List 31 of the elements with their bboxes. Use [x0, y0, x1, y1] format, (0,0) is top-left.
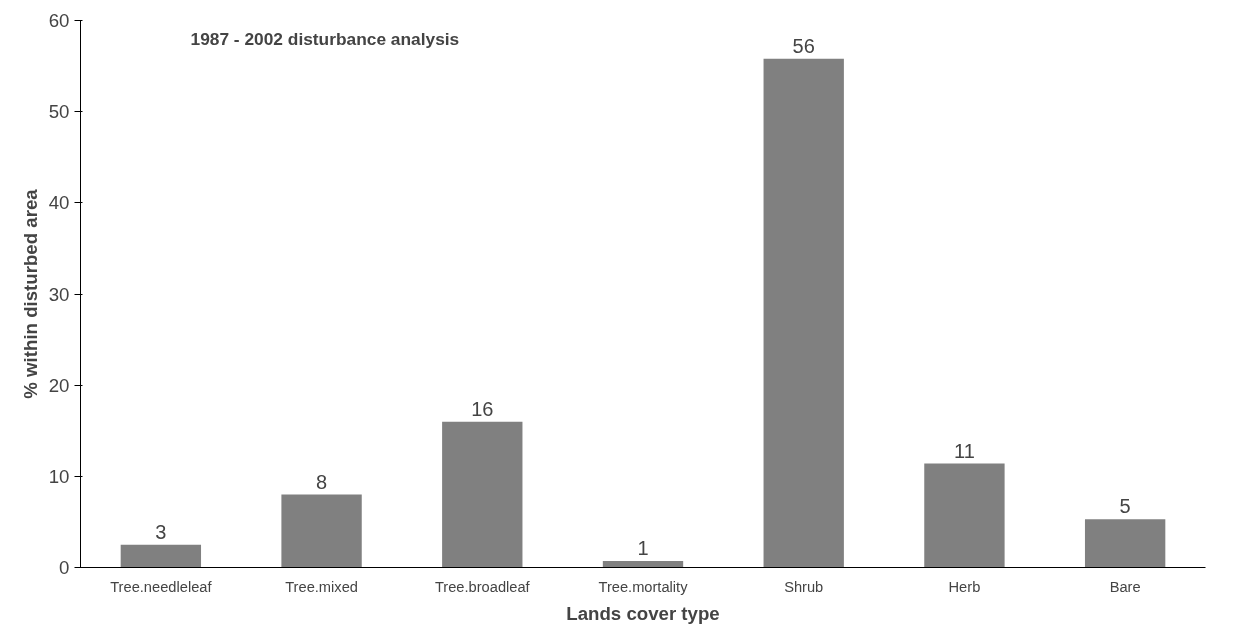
data-label: 8	[316, 470, 328, 493]
data-label: 5	[1119, 495, 1131, 518]
bar	[120, 544, 202, 568]
y-tick-label: 30	[48, 283, 70, 305]
bar	[281, 494, 362, 568]
y-tick-label: 0	[59, 557, 70, 578]
x-axis-title: Lands cover type	[566, 602, 720, 624]
data-label: 56	[792, 34, 815, 57]
x-tick-label: Shrub	[784, 578, 824, 595]
y-tick-label: 10	[48, 465, 70, 487]
bar	[924, 463, 1005, 568]
x-tick-label: Tree.mixed	[285, 578, 358, 595]
bar	[763, 58, 844, 568]
data-label: 3	[155, 520, 167, 543]
y-tick-label: 20	[48, 374, 70, 396]
bar	[602, 561, 684, 568]
x-tick-label: Herb	[948, 578, 981, 595]
y-tick-label: 60	[48, 10, 70, 31]
y-tick-label: 40	[48, 192, 70, 214]
data-label: 1	[637, 537, 649, 560]
bar	[442, 421, 523, 568]
x-tick-label: Tree.mortality	[598, 578, 689, 595]
data-label: 16	[471, 397, 494, 420]
x-tick-label: Tree.broadleaf	[434, 578, 531, 595]
y-axis-title: % within disturbed area	[19, 188, 41, 399]
data-label: 11	[954, 439, 975, 462]
bar	[1084, 519, 1166, 568]
x-tick-label: Tree.needleleaf	[110, 578, 213, 595]
y-tick-label: 50	[48, 101, 70, 123]
annotation: 1987 - 2002 disturbance analysis	[190, 28, 460, 49]
x-tick-label: Bare	[1109, 578, 1141, 595]
